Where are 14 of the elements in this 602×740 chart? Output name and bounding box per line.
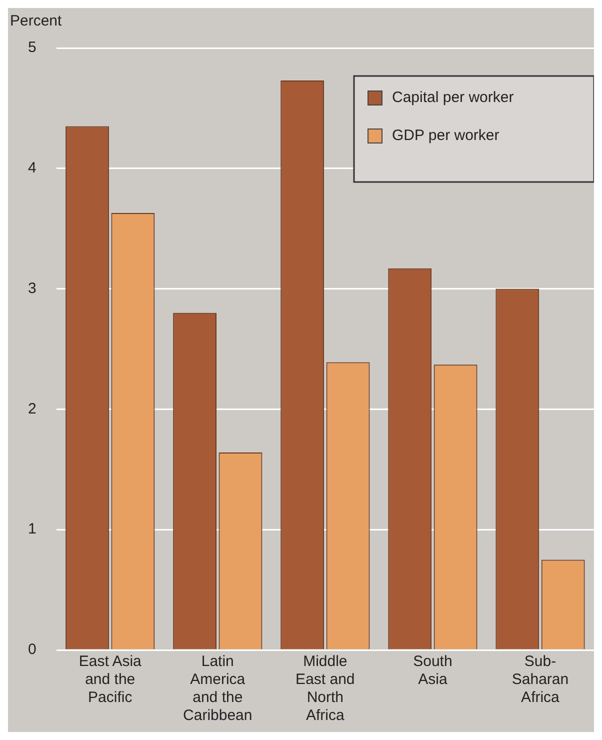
y-tick-label: 3 [28,280,36,297]
x-tick-label: Middle East and North Africa [296,653,355,724]
x-tick-label: Sub- Saharan Africa [512,653,569,706]
y-axis-title: Percent [10,12,63,30]
legend-label: GDP per worker [392,127,500,144]
x-tick-label: East Asia and the Pacific [78,653,142,706]
x-tick-label: South Asia [413,653,452,688]
y-tick-label: 2 [28,400,36,418]
y-tick-label: 0 [28,641,36,658]
y-tick-label: 1 [28,520,36,538]
y-tick-label: 5 [28,39,36,56]
x-tick-label: Latin America and the Caribbean [183,653,252,724]
legend-label: Capital per worker [392,89,514,106]
y-tick-label: 4 [28,160,36,177]
